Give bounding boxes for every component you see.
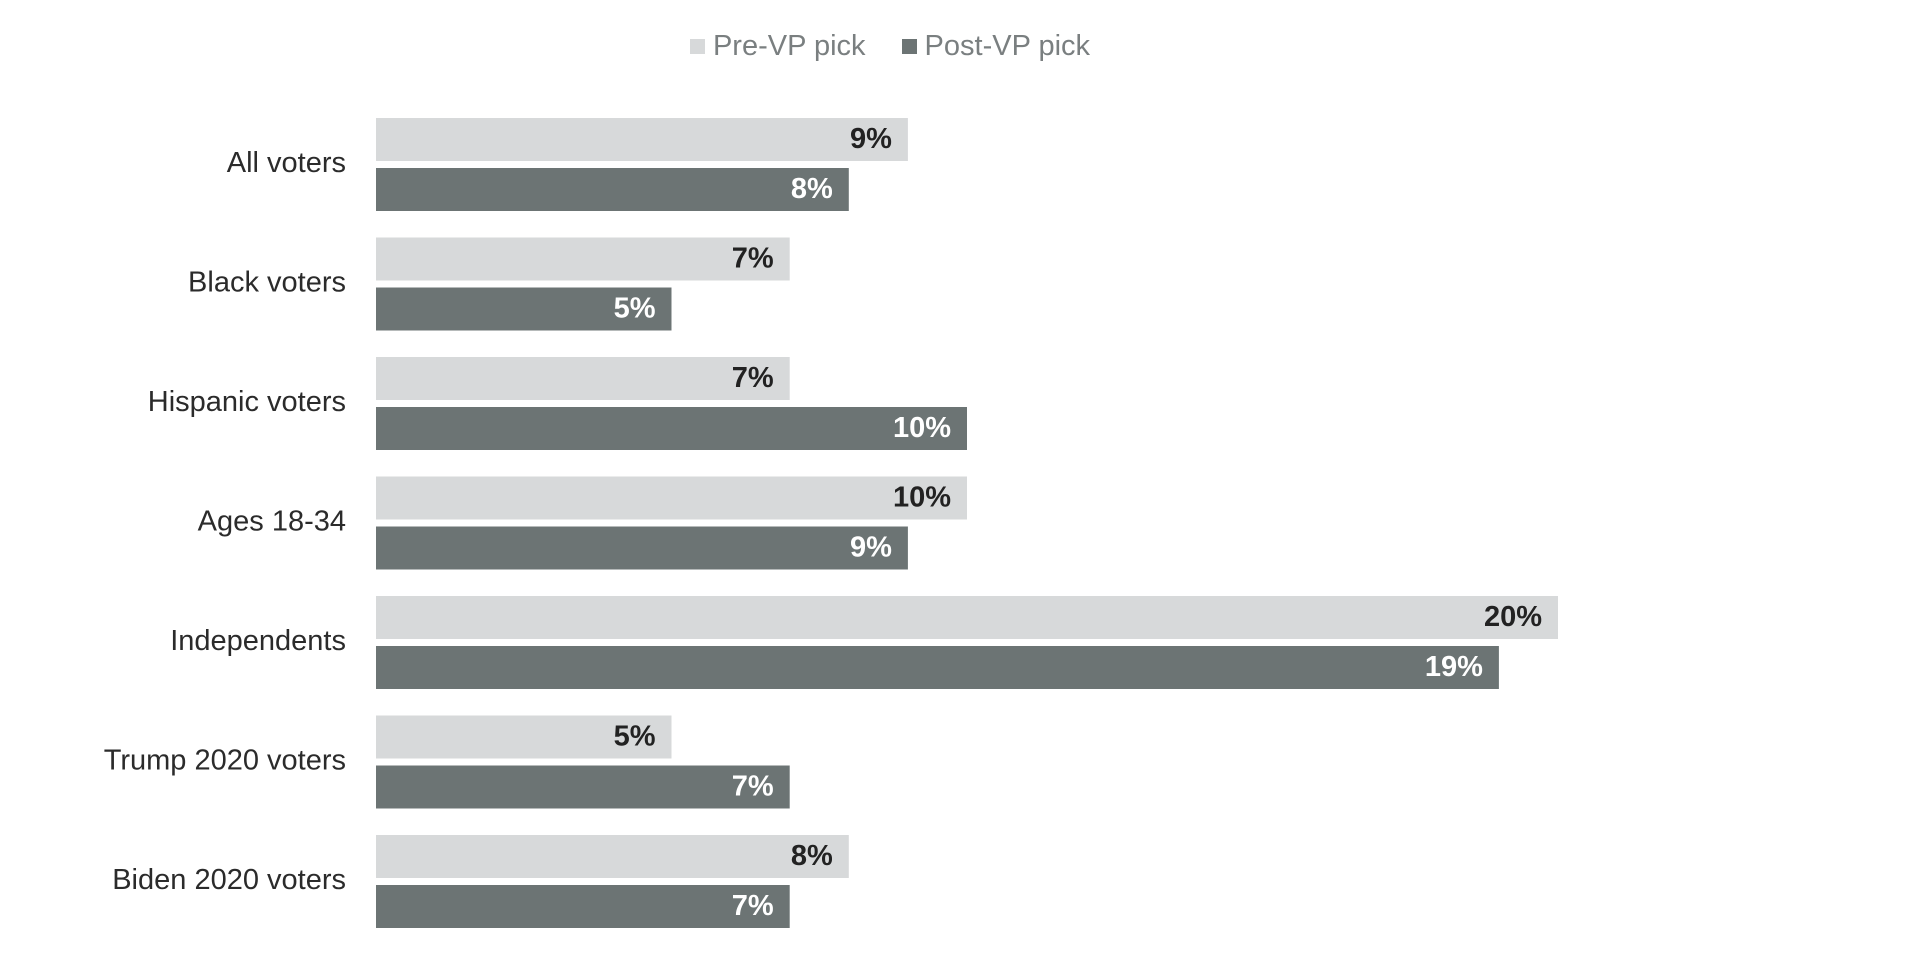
category-label-all-voters: All voters bbox=[227, 147, 346, 179]
legend-swatch-post-vp bbox=[901, 39, 917, 54]
data-label-pre-vp-biden-2020-voters: 8% bbox=[791, 840, 833, 872]
category-label-hispanic-voters: Hispanic voters bbox=[148, 386, 346, 418]
data-label-post-vp-biden-2020-voters: 7% bbox=[732, 890, 774, 922]
bar-post-vp-black-voters bbox=[376, 287, 672, 331]
category-label-biden-2020-voters: Biden 2020 voters bbox=[112, 864, 346, 896]
data-label-post-vp-all-voters: 8% bbox=[791, 173, 833, 205]
bar-post-vp-trump-2020-voters bbox=[376, 765, 790, 809]
bar-pre-vp-black-voters bbox=[376, 237, 790, 281]
data-label-pre-vp-hispanic-voters: 7% bbox=[732, 362, 774, 394]
legend-swatch-pre-vp bbox=[689, 39, 705, 54]
data-label-post-vp-black-voters: 5% bbox=[614, 293, 656, 325]
data-label-pre-vp-trump-2020-voters: 5% bbox=[614, 721, 656, 753]
data-label-post-vp-hispanic-voters: 10% bbox=[893, 412, 951, 444]
legend-label-pre-vp: Pre-VP pick bbox=[712, 30, 866, 62]
legend-label-post-vp: Post-VP pick bbox=[924, 30, 1091, 62]
data-label-pre-vp-black-voters: 7% bbox=[732, 243, 774, 275]
bar-post-vp-biden-2020-voters bbox=[376, 885, 790, 928]
bar-pre-vp-biden-2020-voters bbox=[376, 835, 849, 878]
bar-pre-vp-independents bbox=[376, 596, 1558, 639]
data-label-post-vp-ages-18-34: 9% bbox=[850, 532, 892, 564]
legend-item-pre-vp: Pre-VP pick bbox=[689, 30, 866, 63]
data-label-post-vp-independents: 19% bbox=[1425, 651, 1483, 683]
bar-post-vp-independents bbox=[376, 646, 1499, 689]
bar-pre-vp-ages-18-34 bbox=[376, 476, 967, 520]
data-label-pre-vp-ages-18-34: 10% bbox=[893, 482, 951, 514]
data-label-pre-vp-all-voters: 9% bbox=[850, 123, 892, 155]
data-label-pre-vp-independents: 20% bbox=[1484, 601, 1542, 633]
bar-pre-vp-trump-2020-voters bbox=[376, 715, 672, 759]
legend-item-post-vp: Post-VP pick bbox=[901, 30, 1091, 63]
bar-post-vp-hispanic-voters bbox=[376, 407, 967, 450]
bar-post-vp-all-voters bbox=[376, 168, 849, 211]
category-label-trump-2020-voters: Trump 2020 voters bbox=[104, 745, 346, 777]
category-label-black-voters: Black voters bbox=[188, 267, 346, 299]
category-label-ages-18-34: Ages 18-34 bbox=[198, 506, 346, 538]
category-label-independents: Independents bbox=[170, 625, 346, 657]
bar-pre-vp-hispanic-voters bbox=[376, 357, 790, 400]
bar-pre-vp-all-voters bbox=[376, 118, 908, 161]
data-label-post-vp-trump-2020-voters: 7% bbox=[732, 771, 774, 803]
chart-legend: Pre-VP pick Post-VP pick bbox=[0, 30, 1850, 63]
bar-post-vp-ages-18-34 bbox=[376, 526, 908, 570]
